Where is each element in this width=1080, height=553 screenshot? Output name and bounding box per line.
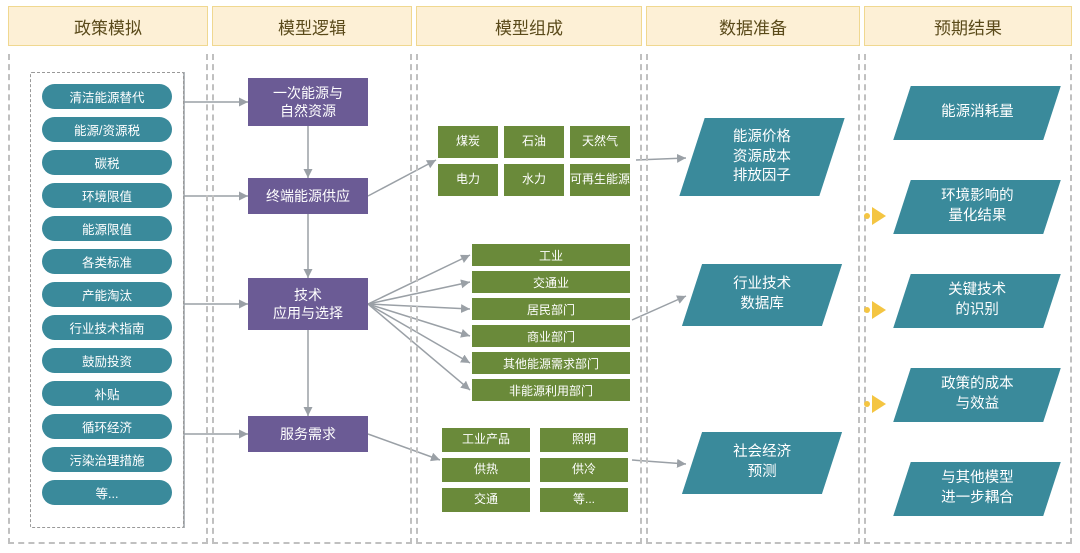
- result-node-3: 政策的成本与效益: [893, 368, 1061, 422]
- service-1-0: 供热: [442, 458, 530, 482]
- policy-pill-5: 各类标准: [42, 249, 172, 274]
- policy-pill-10: 循环经济: [42, 414, 172, 439]
- policy-pill-12: 等...: [42, 480, 172, 505]
- data-node-2: 社会经济预测: [682, 432, 842, 494]
- logic-tech: 技术应用与选择: [248, 278, 368, 330]
- data-node-1: 行业技术数据库: [682, 264, 842, 326]
- logic-supply: 终端能源供应: [248, 178, 368, 214]
- energy-1-2: 可再生能源: [570, 164, 630, 196]
- policy-pill-11: 污染治理措施: [42, 447, 172, 472]
- policy-pill-4: 能源限值: [42, 216, 172, 241]
- logic-primary: 一次能源与自然资源: [248, 78, 368, 126]
- service-2-1: 等...: [540, 488, 628, 512]
- data-node-0: 能源价格资源成本排放因子: [679, 118, 844, 196]
- service-1-1: 供冷: [540, 458, 628, 482]
- service-2-0: 交通: [442, 488, 530, 512]
- energy-0-1: 石油: [504, 126, 564, 158]
- service-0-0: 工业产品: [442, 428, 530, 452]
- sector-bar-4: 其他能源需求部门: [472, 352, 630, 374]
- policy-pill-7: 行业技术指南: [42, 315, 172, 340]
- logic-service: 服务需求: [248, 416, 368, 452]
- policy-pill-1: 能源/资源税: [42, 117, 172, 142]
- column-header-0: 政策模拟: [8, 6, 208, 46]
- energy-1-1: 水力: [504, 164, 564, 196]
- sector-bar-0: 工业: [472, 244, 630, 266]
- policy-pill-9: 补贴: [42, 381, 172, 406]
- energy-1-0: 电力: [438, 164, 498, 196]
- column-header-2: 模型组成: [416, 6, 642, 46]
- result-node-2: 关键技术的识别: [893, 274, 1061, 328]
- column-header-3: 数据准备: [646, 6, 860, 46]
- diagram-canvas: 政策模拟模型逻辑模型组成数据准备预期结果清洁能源替代能源/资源税碳税环境限值能源…: [0, 0, 1080, 553]
- sector-bar-3: 商业部门: [472, 325, 630, 347]
- policy-pill-3: 环境限值: [42, 183, 172, 208]
- policy-pill-2: 碳税: [42, 150, 172, 175]
- policy-pill-0: 清洁能源替代: [42, 84, 172, 109]
- policy-pill-6: 产能淘汰: [42, 282, 172, 307]
- sector-bar-1: 交通业: [472, 271, 630, 293]
- result-node-0: 能源消耗量: [893, 86, 1061, 140]
- result-node-1: 环境影响的量化结果: [893, 180, 1061, 234]
- sector-bar-2: 居民部门: [472, 298, 630, 320]
- energy-0-0: 煤炭: [438, 126, 498, 158]
- result-node-4: 与其他模型进一步耦合: [893, 462, 1061, 516]
- energy-0-2: 天然气: [570, 126, 630, 158]
- policy-pill-8: 鼓励投资: [42, 348, 172, 373]
- service-0-1: 照明: [540, 428, 628, 452]
- sector-bar-5: 非能源利用部门: [472, 379, 630, 401]
- column-header-4: 预期结果: [864, 6, 1072, 46]
- column-header-1: 模型逻辑: [212, 6, 412, 46]
